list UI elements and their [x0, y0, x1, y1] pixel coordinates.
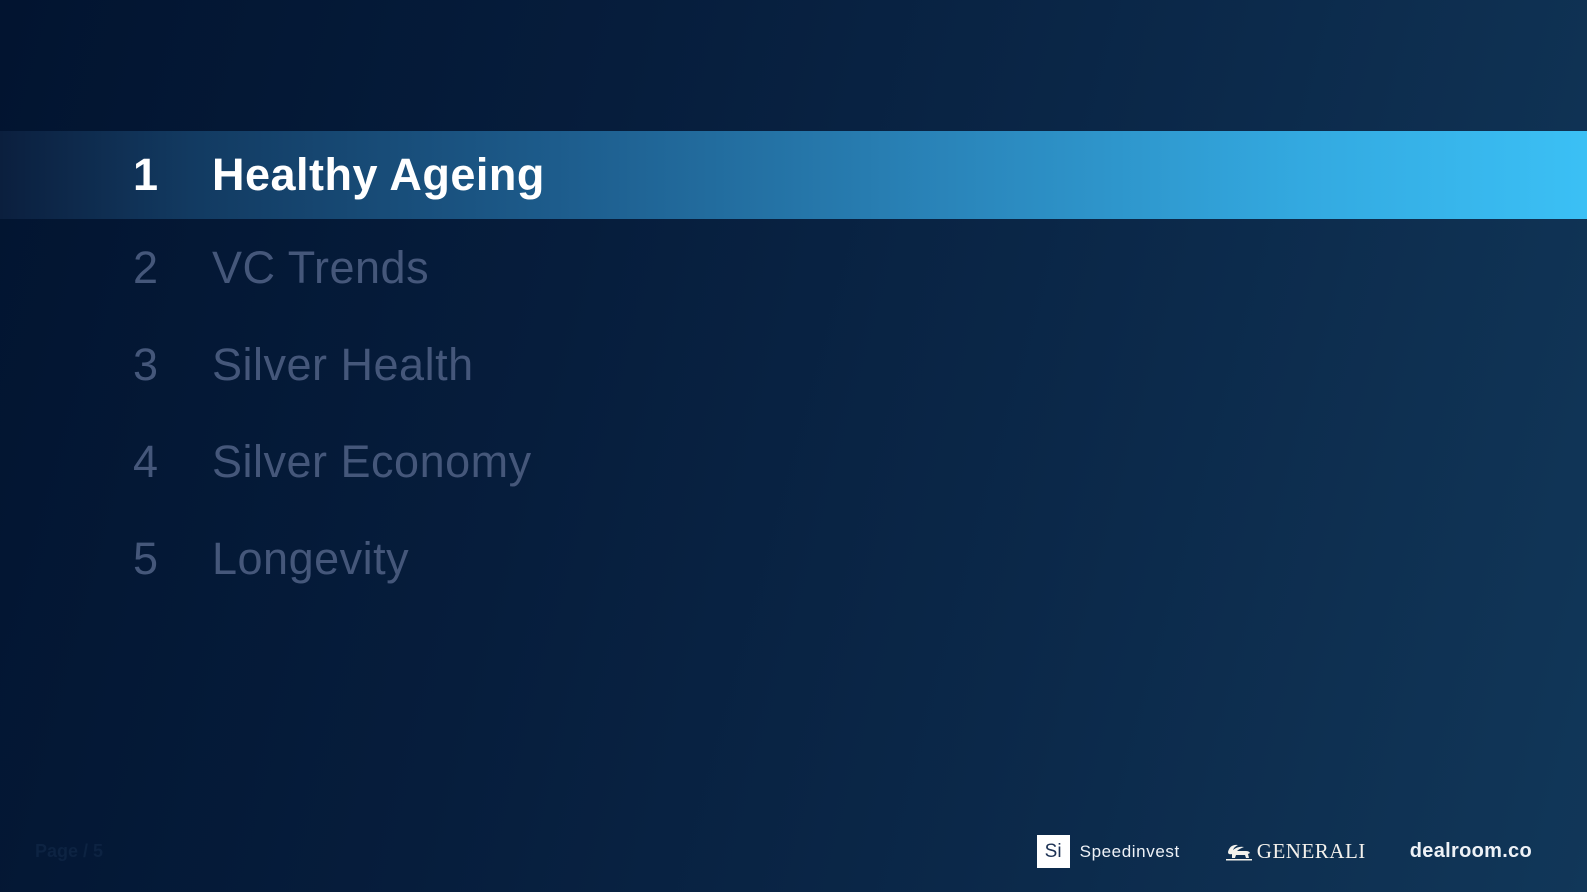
toc-item-vc-trends[interactable]: 2 VC Trends	[0, 219, 1587, 316]
dealroom-wordmark: dealroom.co	[1409, 840, 1532, 862]
toc-item-number: 3	[133, 338, 159, 390]
speedinvest-logo: Si Speedinvest	[1036, 835, 1180, 868]
toc-item-silver-economy[interactable]: 4 Silver Economy	[0, 413, 1587, 510]
toc-item-label: Longevity	[212, 532, 410, 584]
toc-item-number: 5	[133, 532, 159, 584]
toc-item-healthy-ageing[interactable]: 1 Healthy Ageing	[0, 131, 1587, 219]
toc-item-label: Silver Economy	[212, 435, 532, 487]
generali-logo: GENERALI	[1224, 839, 1366, 864]
generali-wordmark: GENERALI	[1256, 839, 1366, 863]
toc-item-label: Silver Health	[212, 338, 474, 390]
toc-item-longevity[interactable]: 5 Longevity	[0, 510, 1587, 607]
toc-item-number: 4	[133, 435, 159, 487]
toc-item-silver-health[interactable]: 3 Silver Health	[0, 316, 1587, 413]
toc-item-number: 2	[133, 241, 159, 293]
toc-item-label: Healthy Ageing	[212, 149, 545, 200]
generali-lion-icon	[1224, 842, 1254, 862]
footer-logos: Si Speedinvest GENERALI dealroom.co	[1036, 835, 1532, 868]
toc-item-number: 1	[133, 149, 159, 200]
table-of-contents: 1 Healthy Ageing 2 VC Trends 3 Silver He…	[0, 131, 1587, 607]
toc-item-label: VC Trends	[212, 241, 430, 293]
speedinvest-wordmark: Speedinvest	[1079, 841, 1180, 861]
speedinvest-monogram-icon: Si	[1036, 835, 1070, 868]
page-number-label: Page / 5	[35, 841, 104, 861]
dealroom-logo: dealroom.co	[1410, 840, 1532, 863]
